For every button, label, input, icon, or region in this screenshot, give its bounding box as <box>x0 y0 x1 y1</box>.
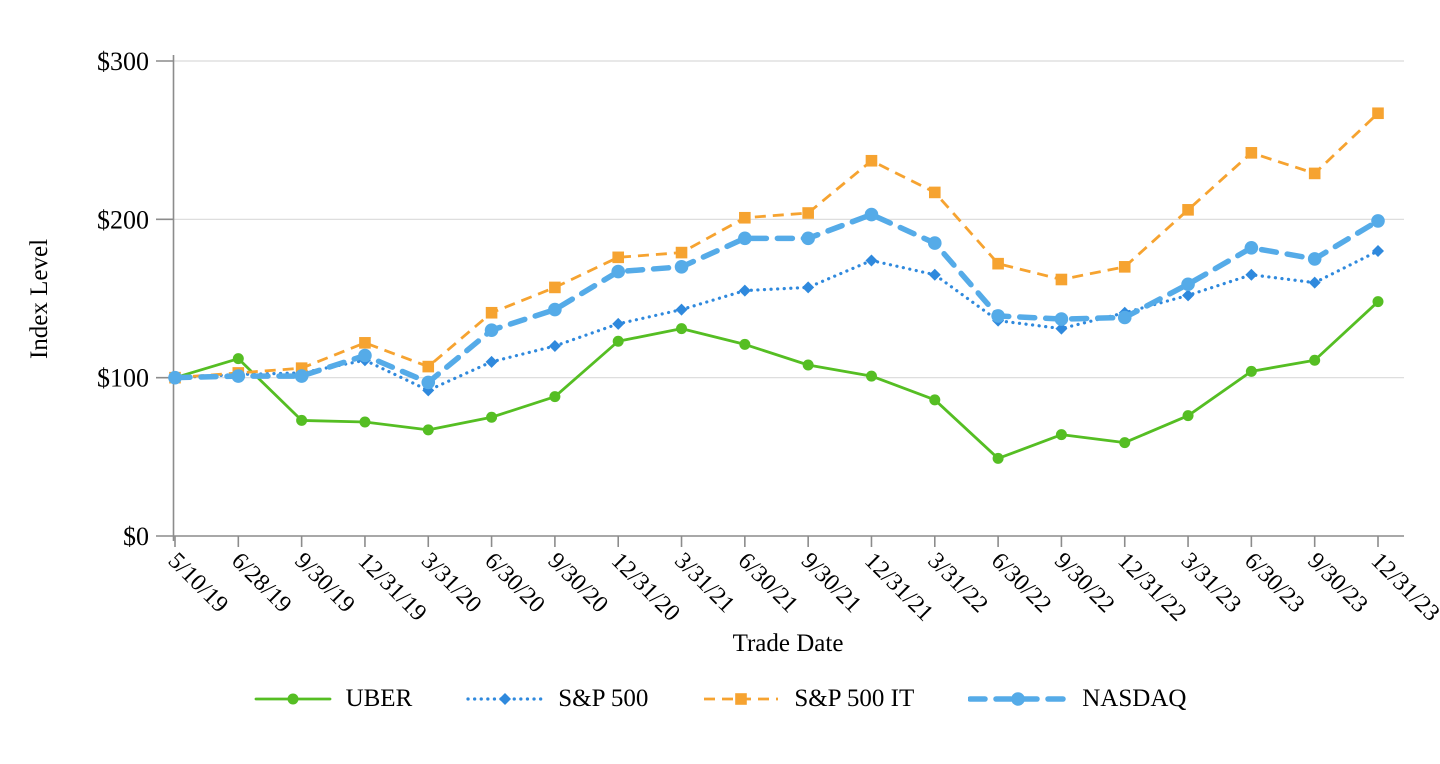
gridlines <box>173 60 1404 379</box>
x-axis-ticks <box>174 536 1379 547</box>
x-tick-label: 6/30/23 <box>1239 548 1309 618</box>
series-nasdaq <box>168 207 1385 390</box>
x-tick-label: 6/30/21 <box>733 548 803 618</box>
series-s-p-500 <box>169 245 1384 397</box>
legend-item-s-p-500-it: S&P 500 IT <box>702 685 914 713</box>
x-tick-label: 12/31/22 <box>1112 548 1191 627</box>
legend-label-s-p-500: S&P 500 <box>558 685 649 712</box>
y-axis-ticks <box>156 60 174 537</box>
x-tick-label: 6/28/19 <box>226 548 296 618</box>
legend-item-nasdaq: NASDAQ <box>968 685 1186 713</box>
x-axis-title: Trade Date <box>733 630 844 657</box>
y-tick-label: $100 <box>97 364 149 393</box>
legend-label-nasdaq: NASDAQ <box>1082 685 1187 712</box>
y-axis-title: Index Level <box>26 239 53 359</box>
legend-label-uber: UBER <box>345 685 413 712</box>
x-tick-label: 9/30/23 <box>1302 548 1372 618</box>
y-tick-label: $0 <box>123 522 149 551</box>
x-tick-label: 6/30/22 <box>986 548 1056 618</box>
chart-legend: UBER S&P 500 S&P 500 IT NASDAQ <box>0 676 1440 722</box>
x-tick-label: 9/30/20 <box>543 548 613 618</box>
x-tick-label: 12/31/20 <box>606 548 685 627</box>
legend-item-uber: UBER <box>254 685 413 713</box>
y-tick-label: $200 <box>97 205 149 234</box>
y-tick-label: $300 <box>97 47 149 76</box>
x-tick-label: 6/30/20 <box>479 548 549 618</box>
axes <box>172 55 1404 541</box>
x-tick-label: 12/31/21 <box>859 548 938 627</box>
x-tick-label: 12/31/19 <box>353 548 432 627</box>
x-tick-label: 9/30/21 <box>796 548 866 618</box>
x-tick-label: 9/30/19 <box>289 548 359 618</box>
data-series <box>168 107 1385 464</box>
series-uber <box>169 296 1384 464</box>
x-tick-label: 9/30/22 <box>1049 548 1119 618</box>
x-axis-tick-labels: 5/10/196/28/199/30/1912/31/193/31/206/30… <box>163 548 1440 627</box>
legend-label-s-p-500-it: S&P 500 IT <box>794 685 915 712</box>
legend-swatch-s-p-500-it <box>704 693 779 705</box>
legend-swatch-nasdaq <box>968 692 1069 706</box>
series-s-p-500-it <box>169 107 1384 384</box>
y-axis-tick-labels: $0 $100 $200 $300 <box>97 47 149 551</box>
x-tick-label: 12/31/23 <box>1366 548 1440 627</box>
legend-item-s-p-500: S&P 500 <box>466 685 648 713</box>
legend-swatch-s-p-500 <box>466 693 544 705</box>
legend-swatch-uber <box>254 693 331 705</box>
x-tick-label: 5/10/19 <box>163 548 233 618</box>
